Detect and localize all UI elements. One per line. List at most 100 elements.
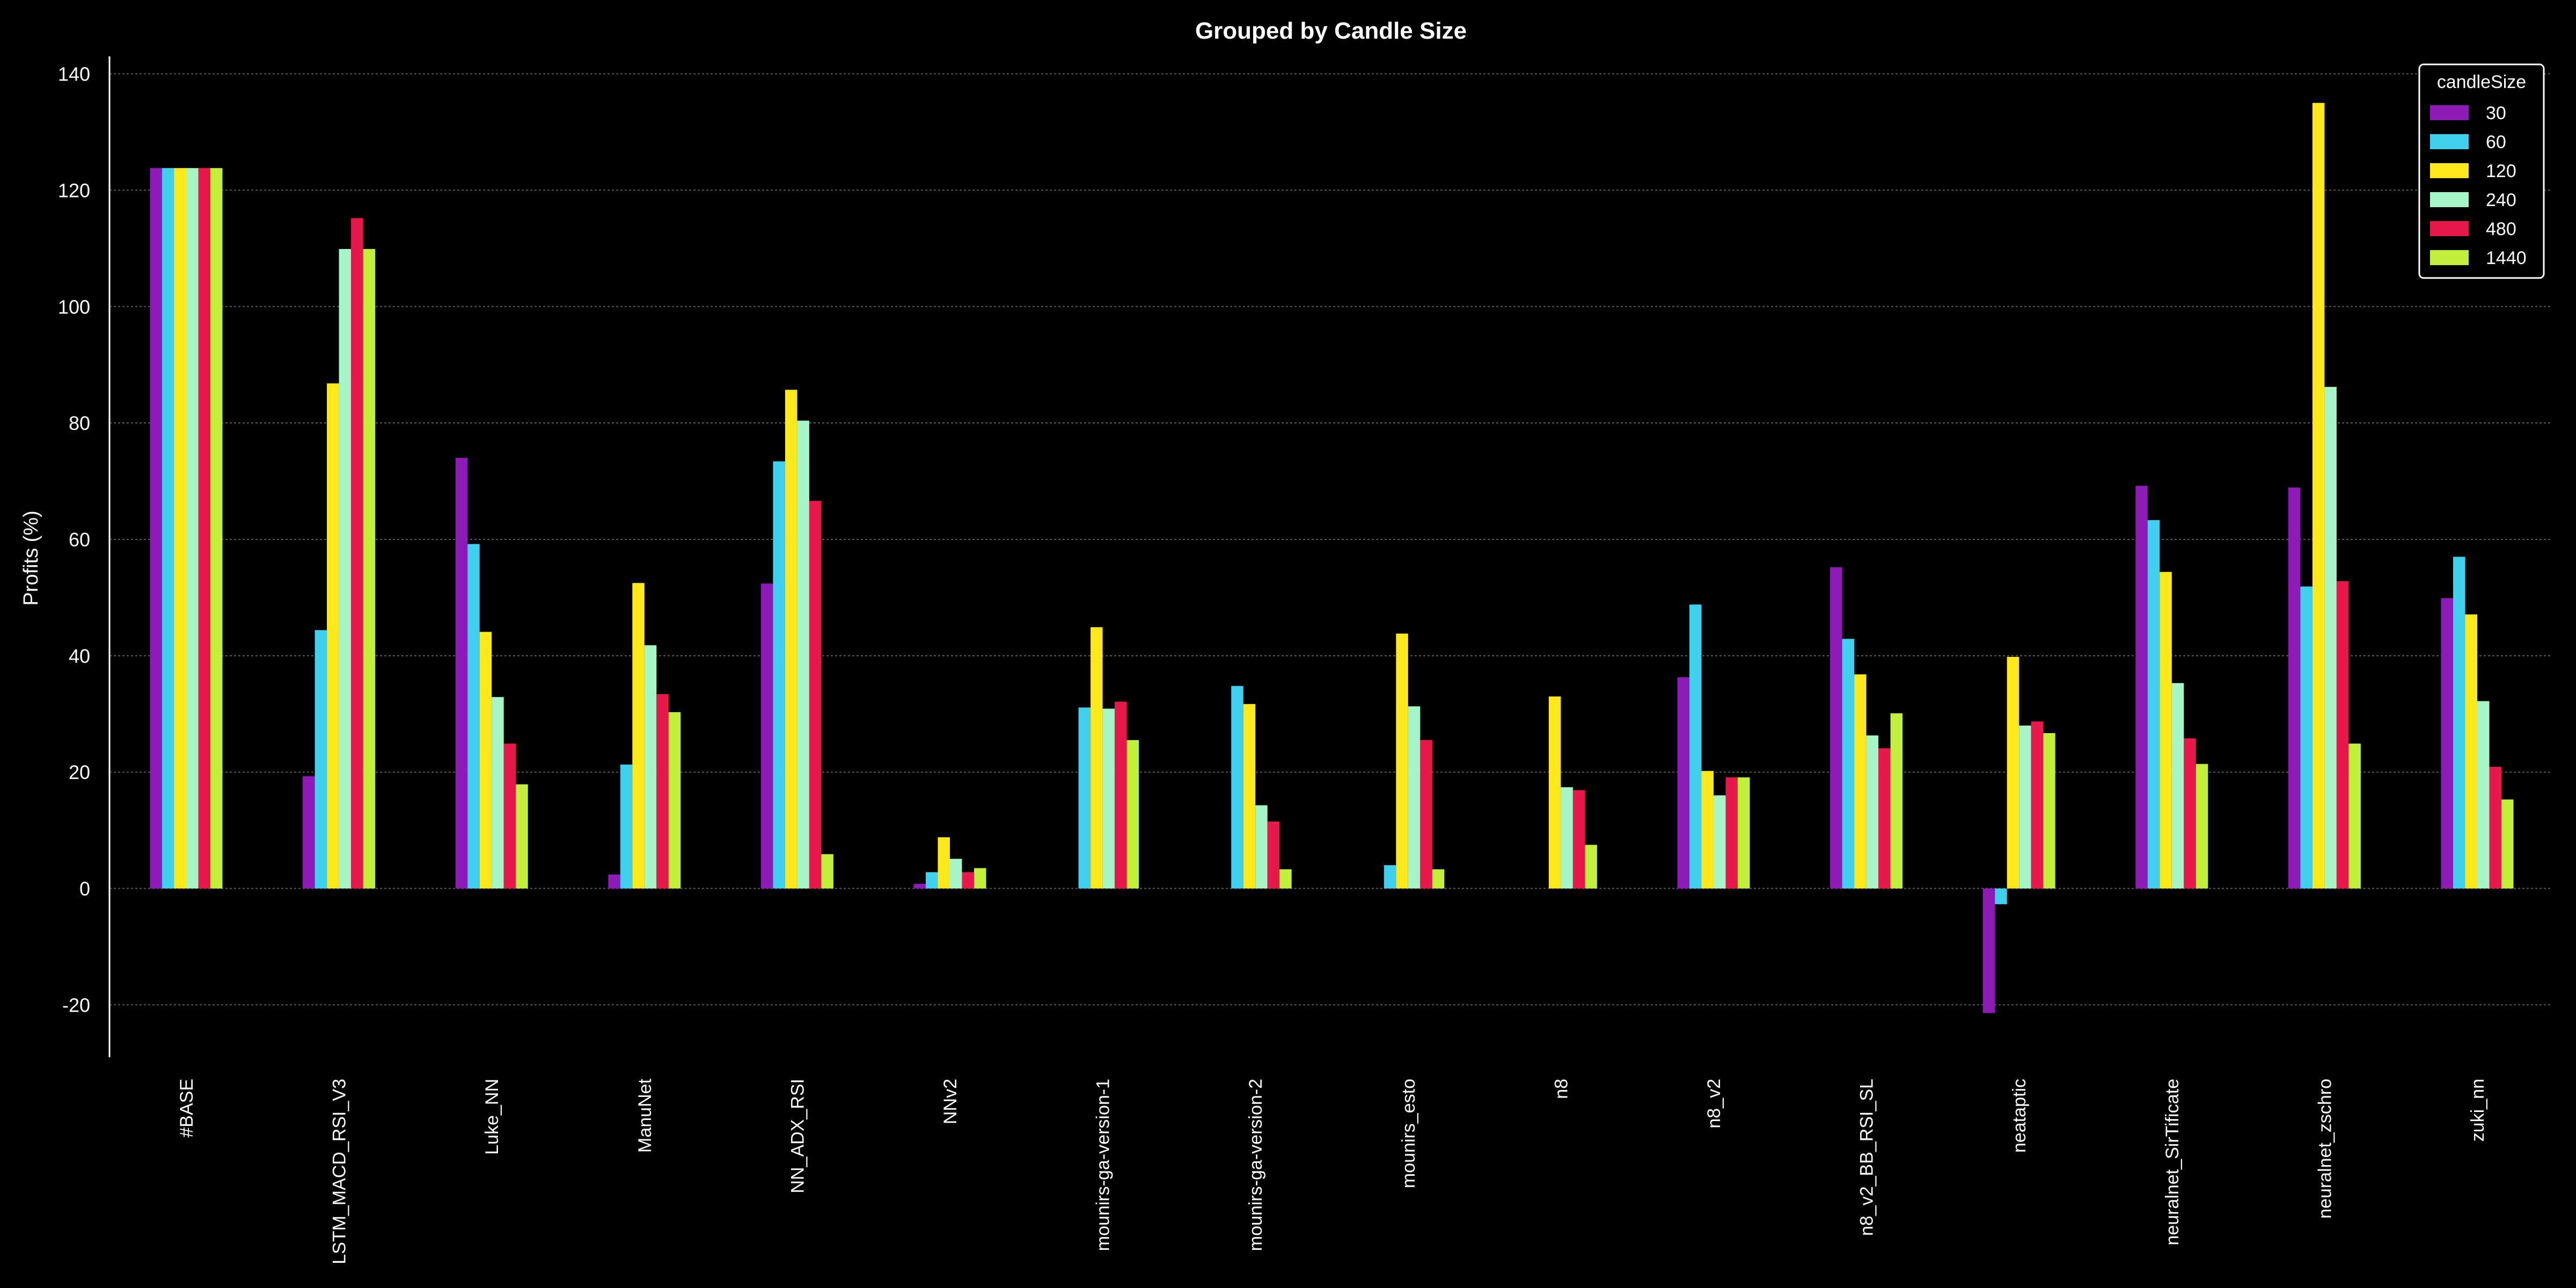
y-axis-label: Profits (%) xyxy=(20,510,42,605)
bar-120-mounirs-ga-version-2 xyxy=(1243,704,1256,889)
bar-240-NN_ADX_RSI xyxy=(797,420,809,889)
bar-240-n8_v2 xyxy=(1714,795,1726,889)
x-tick-label: #BASE xyxy=(177,1079,197,1138)
bar-30-neuralnet_zschro xyxy=(2288,487,2301,889)
legend-label: 120 xyxy=(2486,161,2516,181)
legend-label: 30 xyxy=(2486,103,2506,123)
bar-1440-zuki_nn xyxy=(2501,799,2514,889)
bar-480-ManuNet xyxy=(656,694,669,889)
bar-240-ManuNet xyxy=(644,645,657,889)
bar-1440-n8_v2_BB_RSI_SL xyxy=(1890,713,1903,889)
legend-swatch xyxy=(2430,134,2469,149)
bar-240-n8 xyxy=(1561,787,1573,889)
bar-1440-neuralnet_zschro xyxy=(2348,743,2361,889)
bar-480-zuki_nn xyxy=(2489,766,2501,889)
legend-label: 480 xyxy=(2486,219,2516,239)
bar-1440-NN_ADX_RSI xyxy=(821,854,833,889)
x-tick-label: Luke_NN xyxy=(482,1079,502,1155)
bar-30-Luke_NN xyxy=(455,458,468,889)
bar-120-NN_ADX_RSI xyxy=(785,390,797,889)
bar-30-n8_v2 xyxy=(1677,677,1689,889)
bar-240-LSTM_MACD_RSI_V3 xyxy=(339,248,352,889)
legend: candleSize 30 60 120 240 480 1440 xyxy=(2418,63,2545,279)
bar-240-Luke_NN xyxy=(492,697,504,889)
bar-240-NNv2 xyxy=(950,859,962,889)
x-tick-label: LSTM_MACD_RSI_V3 xyxy=(330,1079,350,1264)
bar-240-n8_v2_BB_RSI_SL xyxy=(1866,735,1879,889)
bar-60-NNv2 xyxy=(926,872,938,889)
bar-120-ManuNet xyxy=(632,583,645,889)
bar-1440-LSTM_MACD_RSI_V3 xyxy=(363,248,376,889)
x-tick-label: mounirs-ga-version-2 xyxy=(1246,1079,1266,1251)
bar-480-n8_v2 xyxy=(1725,777,1738,889)
bar-480-Luke_NN xyxy=(503,743,516,889)
bar-480-neataptic xyxy=(2031,721,2044,889)
legend-label: 1440 xyxy=(2486,248,2527,268)
bar-120-zuki_nn xyxy=(2465,614,2477,889)
bar-120-#BASE xyxy=(174,168,186,889)
bar-60-neuralnet_SirTificate xyxy=(2147,520,2160,889)
bar-1440-NNv2 xyxy=(974,868,986,889)
bar-240-neataptic xyxy=(2019,725,2031,889)
bar-480-NNv2 xyxy=(962,872,974,889)
bar-1440-n8 xyxy=(1585,845,1597,889)
bar-60-zuki_nn xyxy=(2453,557,2465,889)
y-tick-label: 20 xyxy=(69,762,90,784)
bar-480-n8 xyxy=(1572,790,1585,889)
bar-1440-Luke_NN xyxy=(516,784,528,889)
y-tick-label: 60 xyxy=(69,529,90,551)
bar-120-mounirs_esto xyxy=(1396,633,1408,889)
bar-1440-#BASE xyxy=(210,168,223,889)
x-tick-label: n8 xyxy=(1551,1079,1571,1099)
bar-1440-neuralnet_SirTificate xyxy=(2196,764,2208,889)
bar-480-mounirs-ga-version-1 xyxy=(1115,701,1127,889)
bar-480-neuralnet_zschro xyxy=(2336,581,2349,889)
y-tick-label: 40 xyxy=(69,645,90,667)
bar-120-NNv2 xyxy=(938,837,950,889)
legend-label: 60 xyxy=(2486,132,2506,152)
bar-30-neuralnet_SirTificate xyxy=(2135,486,2148,889)
y-tick-label: 140 xyxy=(58,63,90,85)
bar-480-mounirs-ga-version-2 xyxy=(1267,821,1280,889)
x-tick-label: mounirs-ga-version-1 xyxy=(1093,1079,1114,1251)
bar-120-neuralnet_zschro xyxy=(2312,103,2325,889)
bar-480-LSTM_MACD_RSI_V3 xyxy=(351,218,363,889)
bar-30-ManuNet xyxy=(608,874,620,889)
bar-120-Luke_NN xyxy=(479,632,492,889)
legend-swatch xyxy=(2430,163,2469,178)
x-tick-label: zuki_nn xyxy=(2468,1079,2488,1141)
bar-480-n8_v2_BB_RSI_SL xyxy=(1878,748,1891,889)
bar-1440-mounirs_esto xyxy=(1432,869,1445,889)
x-tick-label: mounirs_esto xyxy=(1399,1079,1419,1188)
bar-480-#BASE xyxy=(198,168,210,889)
y-tick-label: 120 xyxy=(58,179,90,201)
bar-60-mounirs_esto xyxy=(1384,865,1396,889)
legend-swatch xyxy=(2430,105,2469,120)
x-tick-label: neuralnet_SirTificate xyxy=(2162,1079,2183,1246)
bar-60-#BASE xyxy=(162,168,174,889)
bar-30-LSTM_MACD_RSI_V3 xyxy=(303,776,315,889)
bar-240-neuralnet_SirTificate xyxy=(2171,683,2184,889)
bar-1440-mounirs-ga-version-2 xyxy=(1279,869,1292,889)
legend-items: 30 60 120 240 480 1440 xyxy=(2430,103,2527,268)
bar-60-neataptic xyxy=(1995,888,2007,904)
bar-120-neataptic xyxy=(2007,657,2019,889)
bar-1440-mounirs-ga-version-1 xyxy=(1126,740,1139,889)
y-tick-label: 80 xyxy=(69,412,90,434)
x-tick-label: neuralnet_zschro xyxy=(2315,1079,2335,1219)
bar-1440-neataptic xyxy=(2043,733,2055,889)
chart-title: Grouped by Candle Size xyxy=(1195,18,1467,44)
x-tick-label: n8_v2_BB_RSI_SL xyxy=(1857,1079,1877,1236)
bar-120-n8_v2_BB_RSI_SL xyxy=(1854,674,1867,889)
bar-480-mounirs_esto xyxy=(1420,740,1432,889)
legend-title: candleSize xyxy=(2437,72,2526,92)
y-tick-label: 100 xyxy=(58,296,90,318)
bar-120-mounirs-ga-version-1 xyxy=(1091,627,1103,889)
x-tick-label: n8_v2 xyxy=(1704,1079,1724,1129)
x-tick-labels: #BASE LSTM_MACD_RSI_V3 Luke_NN ManuNet NN_AD… xyxy=(177,1078,2488,1264)
bar-60-n8_v2 xyxy=(1689,604,1702,889)
bar-1440-n8_v2 xyxy=(1738,777,1750,889)
bar-60-n8_v2_BB_RSI_SL xyxy=(1842,639,1855,889)
